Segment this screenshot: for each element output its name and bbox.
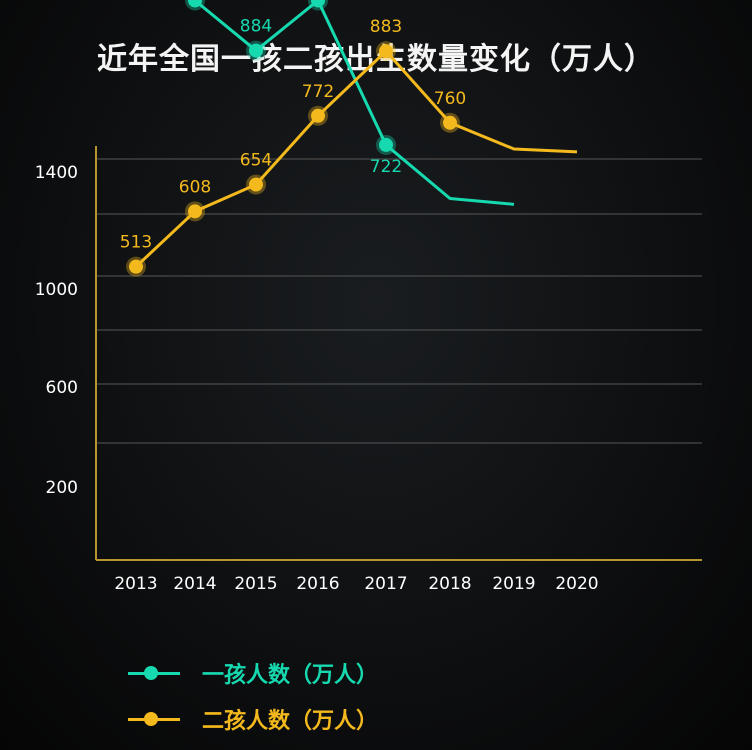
legend-swatch-series1 — [128, 663, 180, 683]
series-2-point-2015 — [249, 177, 263, 192]
y-tick-label-200: 200 — [46, 478, 78, 498]
series-2-data-label-2018: 760 — [434, 89, 466, 109]
x-tick-label-2014: 2014 — [173, 574, 216, 594]
series-2-point-2016 — [311, 108, 325, 123]
x-tick-label-2017: 2017 — [364, 574, 407, 594]
series-1-data-label-2015: 884 — [240, 17, 272, 37]
x-tick-label-2019: 2019 — [492, 574, 535, 594]
x-tick-label-2016: 2016 — [296, 574, 339, 594]
series-1-point-2017 — [379, 137, 393, 152]
line-chart: 1400 1000 600 200 2013 2014 2015 2016 2017 2018 20… — [35, 0, 702, 594]
legend-item-series2: 二孩人数（万人） — [128, 696, 378, 742]
series-2-point-2018 — [443, 115, 457, 130]
y-tick-label-1000: 1000 — [35, 280, 78, 300]
series-2-point-2017 — [379, 44, 393, 59]
series-2-point-2014 — [188, 204, 202, 219]
legend-swatch-series2 — [128, 709, 180, 729]
series-1-point-2016 — [311, 0, 325, 8]
x-tick-label-2018: 2018 — [428, 574, 471, 594]
series-1-data-label-2017: 722 — [370, 157, 402, 177]
y-tick-label-1400: 1400 — [35, 163, 78, 183]
legend-label-series2: 二孩人数（万人） — [202, 709, 379, 734]
legend: 一孩人数（万人） 二孩人数（万人） — [128, 650, 378, 742]
series-2-point-2013 — [129, 259, 143, 274]
series-2-data-label-2015: 654 — [240, 151, 272, 171]
legend-item-series1: 一孩人数（万人） — [128, 650, 378, 696]
x-tick-label-2020: 2020 — [555, 574, 598, 594]
x-tick-label-2013: 2013 — [114, 574, 157, 594]
series-2-data-label-2013: 513 — [120, 233, 152, 253]
series-1-point-2014 — [188, 0, 202, 8]
series-1-point-2015 — [249, 43, 263, 58]
series-2-data-label-2016: 772 — [302, 82, 334, 102]
x-tick-label-2015: 2015 — [234, 574, 277, 594]
y-tick-label-600: 600 — [46, 378, 78, 398]
legend-label-series1: 一孩人数（万人） — [202, 663, 379, 688]
series-2-data-label-2014: 608 — [179, 177, 211, 197]
series-2-line — [134, 49, 578, 268]
series-2-data-label-2017: 883 — [370, 17, 402, 37]
